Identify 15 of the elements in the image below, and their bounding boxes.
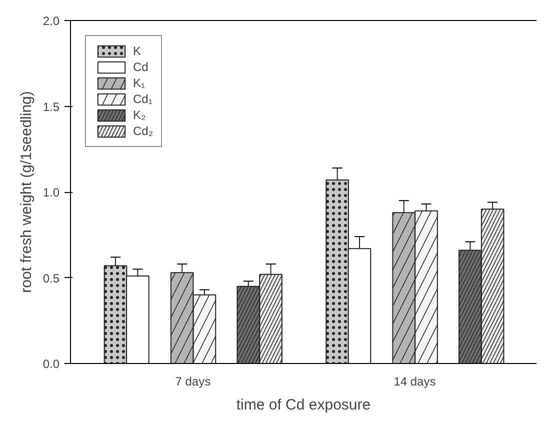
x-tick-label: 14 days <box>394 374 436 388</box>
y-tick-label: 0.0 <box>42 357 60 371</box>
y-tick-label: 1.5 <box>42 100 60 114</box>
legend-label: Cd₂ <box>133 124 153 138</box>
x-axis-title: time of Cd exposure <box>236 396 371 414</box>
legend-label: K <box>133 44 142 58</box>
y-axis-title: root fresh weight (g/1seedling) <box>18 91 35 293</box>
legend-label: K₁ <box>133 76 146 90</box>
legend-label: Cd <box>133 60 150 74</box>
legend-label: Cd₁ <box>133 92 153 106</box>
y-tick-label: 2.0 <box>42 14 60 28</box>
legend-label: K₂ <box>133 108 147 122</box>
x-tick-label: 7 days <box>175 374 211 388</box>
y-tick-label: 0.5 <box>42 271 60 286</box>
y-tick-label: 1.0 <box>42 186 60 200</box>
